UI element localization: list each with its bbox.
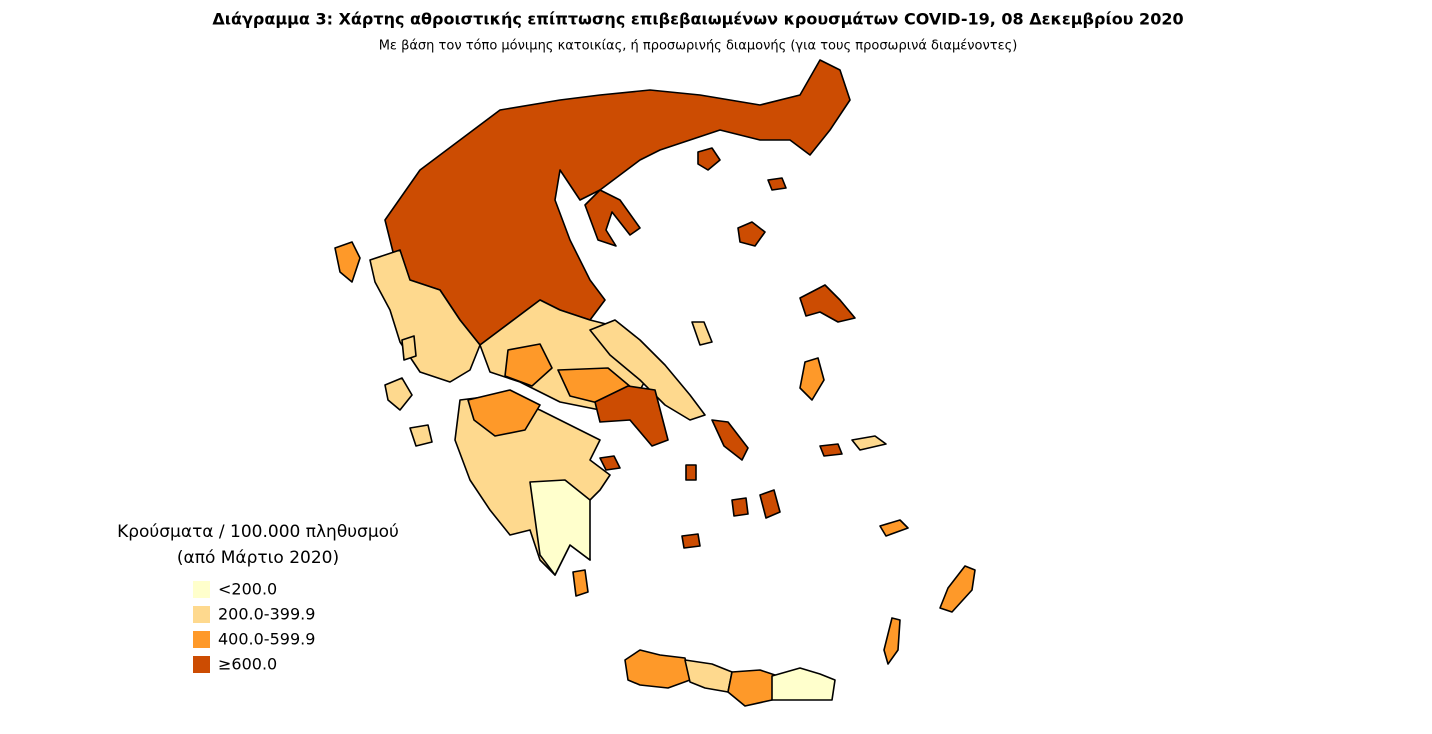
legend-title: Κρούσματα / 100.000 πληθυσμού: [117, 522, 399, 542]
legend: <200.0 200.0-399.9 400.0-599.9 ≥600.0: [193, 580, 315, 674]
map: [334, 59, 976, 707]
region: [939, 565, 976, 613]
region: [681, 533, 701, 549]
region: [401, 335, 417, 361]
region: [384, 377, 413, 411]
region: [599, 455, 621, 471]
region: [409, 424, 433, 447]
region: [594, 385, 669, 447]
legend-label: 400.0-599.9: [218, 630, 315, 649]
region: [684, 659, 733, 693]
region: [759, 489, 781, 519]
region: [799, 284, 856, 323]
region: [731, 497, 749, 517]
legend-label: 200.0-399.9: [218, 605, 315, 624]
region: [771, 667, 836, 701]
region: [737, 221, 766, 247]
legend-swatch: [193, 581, 210, 598]
region: [334, 241, 361, 283]
legend-title: (από Μάρτιο 2020): [177, 548, 339, 568]
region: [799, 357, 825, 401]
region: [504, 343, 553, 387]
region: [467, 389, 541, 437]
region: [727, 669, 779, 707]
region: [529, 479, 591, 576]
region: [767, 177, 787, 191]
region: [624, 649, 691, 689]
region: [584, 189, 641, 247]
region: [697, 147, 721, 171]
region: [369, 249, 481, 383]
region: [819, 443, 843, 457]
legend-swatch: [193, 656, 210, 673]
region: [685, 464, 697, 481]
region: [851, 435, 887, 451]
subtitle: Με βάση τον τόπο μόνιμης κατοικίας, ή πρ…: [379, 39, 1018, 54]
legend-label: ≥600.0: [218, 655, 277, 674]
region: [711, 419, 749, 461]
title: Διάγραμμα 3: Χάρτης αθροιστικής επίπτωση…: [212, 10, 1183, 29]
legend-swatch: [193, 631, 210, 648]
region: [572, 569, 589, 597]
legend-swatch: [193, 606, 210, 623]
region: [691, 321, 713, 346]
region: [589, 319, 706, 421]
region: [883, 617, 901, 665]
legend-label: <200.0: [218, 580, 277, 599]
region: [879, 519, 909, 537]
